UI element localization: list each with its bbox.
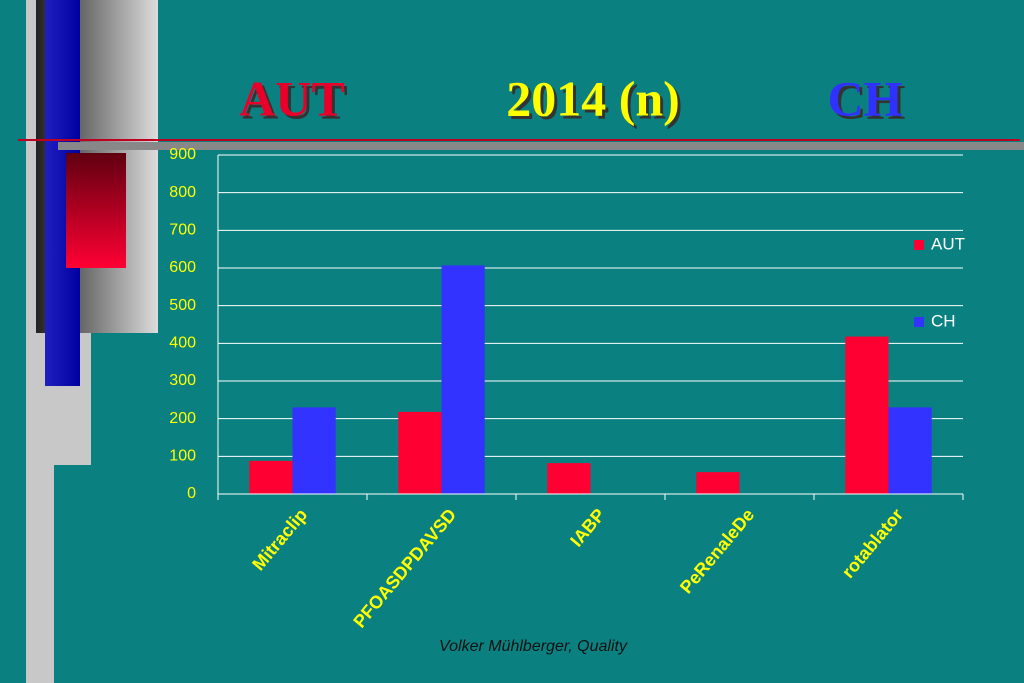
title-shadow: AUT <box>242 73 348 129</box>
y-tick-label: 700 <box>169 222 196 239</box>
footer: Volker Mühlberger, Quality <box>439 638 628 655</box>
chart-title: 2014 (n) <box>506 70 680 126</box>
bar <box>547 463 591 494</box>
legend-label: AUT <box>931 234 965 253</box>
title-shadow: 2014 (n) <box>509 73 683 129</box>
legend-label: CH <box>931 311 956 330</box>
y-tick-label: 0 <box>187 485 196 502</box>
y-tick-label: 600 <box>169 259 196 276</box>
bar <box>888 407 932 494</box>
bar <box>441 265 485 494</box>
bar <box>292 407 336 494</box>
y-tick-label: 200 <box>169 410 196 427</box>
bar <box>249 460 293 494</box>
title-shadow: CH <box>831 73 906 129</box>
legend-swatch <box>914 317 924 327</box>
y-tick-label: 300 <box>169 372 196 389</box>
y-tick-label: 500 <box>169 297 196 314</box>
y-tick-label: 800 <box>169 184 196 201</box>
bar <box>696 472 740 494</box>
bar <box>398 411 442 494</box>
chart-title: AUT <box>239 70 345 126</box>
y-tick-label: 900 <box>169 146 196 163</box>
chart-title: CH <box>828 70 903 126</box>
deco-bar <box>66 153 126 268</box>
legend-swatch <box>914 240 924 250</box>
y-tick-label: 400 <box>169 335 196 352</box>
y-tick-label: 100 <box>169 448 196 465</box>
bar <box>845 336 889 494</box>
